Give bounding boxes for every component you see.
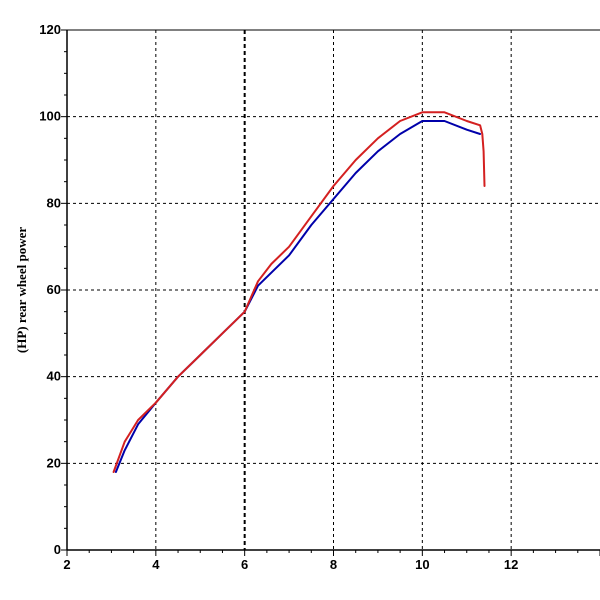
y-tick-label-100: 100 xyxy=(39,109,61,124)
y-tick-label-120: 120 xyxy=(39,22,61,37)
x-tick-label-4: 4 xyxy=(152,557,160,572)
axes xyxy=(61,29,600,556)
y-tick-label-60: 60 xyxy=(47,282,61,297)
y-tick-label-80: 80 xyxy=(47,195,61,210)
y-axis-title: (HP) rear wheel power xyxy=(14,227,29,353)
x-tick-label-10: 10 xyxy=(415,557,429,572)
x-tick-label-2: 2 xyxy=(63,557,70,572)
series-lines xyxy=(112,111,486,473)
tick-labels: 0 20 40 60 80 100 120 2 4 6 8 10 12 xyxy=(39,22,518,572)
x-tick-label-8: 8 xyxy=(330,557,337,572)
x-tick-label-6: 6 xyxy=(241,557,248,572)
series-line-2 xyxy=(112,111,486,473)
y-tick-label-0: 0 xyxy=(54,542,61,557)
grid xyxy=(67,30,600,550)
x-tick-label-12: 12 xyxy=(504,557,518,572)
y-tick-label-20: 20 xyxy=(47,455,61,470)
y-tick-label-40: 40 xyxy=(47,369,61,384)
